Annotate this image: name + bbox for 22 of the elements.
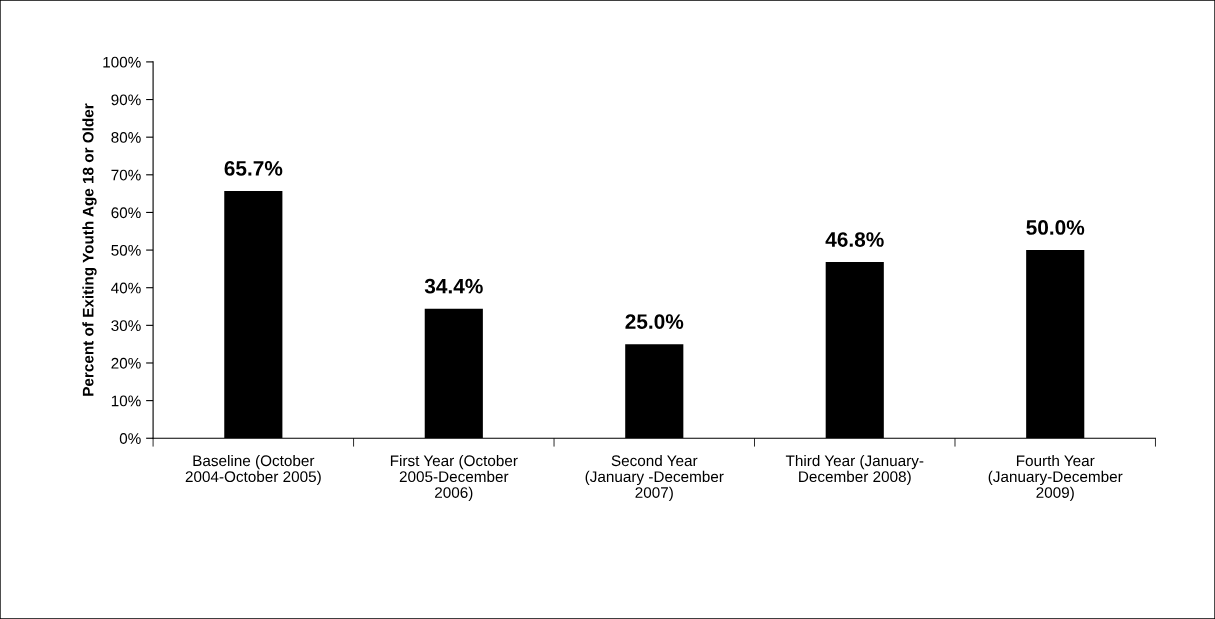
data-label: 46.8% [825, 232, 884, 247]
x-tick-label: Second Year (January -December 2007) [585, 454, 724, 501]
data-label: 34.4% [424, 278, 483, 294]
y-tick-label: 100% [103, 56, 141, 68]
data-label: 25.0% [625, 314, 684, 329]
y-axis-title: Percent of Exiting Youth Age 18 or Older [82, 103, 97, 396]
y-tick-label: 0% [119, 433, 141, 444]
data-label: 65.7% [224, 161, 283, 176]
y-tick-label: 60% [111, 207, 141, 219]
x-tick-label: Baseline (October 2004-October 2005) [185, 454, 321, 486]
y-tick-label: 50% [111, 244, 141, 256]
y-tick-label: 70% [111, 169, 141, 181]
x-tick-label: Fourth Year (January-December 2009) [988, 454, 1123, 501]
y-tick-label: 30% [111, 320, 141, 332]
x-tick-label: First Year (October 2005-December 2006) [390, 454, 518, 501]
y-tick-label: 90% [111, 94, 141, 106]
x-tick-label: Third Year (January- December 2008) [785, 454, 924, 486]
y-tick-label: 80% [111, 132, 141, 143]
y-tick-label: 10% [111, 395, 141, 407]
y-tick-label: 20% [111, 357, 141, 369]
y-tick-label: 40% [111, 282, 141, 294]
data-label: 50.0% [1026, 220, 1085, 235]
